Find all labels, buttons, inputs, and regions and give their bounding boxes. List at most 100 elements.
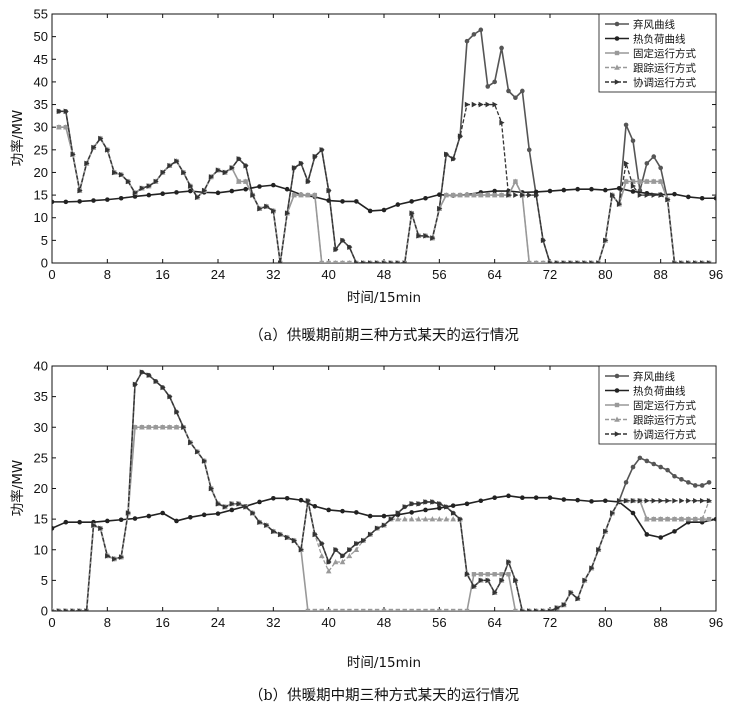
data-point-a-2 bbox=[257, 184, 262, 189]
legend-marker-a-3 bbox=[615, 51, 619, 55]
y-tick-label-b: 30 bbox=[34, 420, 48, 435]
data-point-b-2 bbox=[216, 511, 221, 516]
data-point-a-5 bbox=[513, 192, 518, 198]
x-tick-label-b: 88 bbox=[653, 615, 667, 630]
legend-label-b-4: 跟踪运行方式 bbox=[633, 414, 696, 427]
data-point-a-2 bbox=[700, 196, 705, 201]
data-point-b-1 bbox=[624, 480, 629, 485]
x-tick-label-a: 24 bbox=[211, 267, 225, 282]
data-point-b-2 bbox=[382, 514, 387, 519]
data-point-b-3 bbox=[492, 572, 496, 576]
y-tick-label-a: 50 bbox=[34, 29, 48, 44]
data-point-a-2 bbox=[423, 196, 428, 201]
data-point-b-2 bbox=[202, 513, 207, 518]
data-point-b-3 bbox=[340, 609, 344, 613]
data-point-b-2 bbox=[589, 499, 594, 504]
data-point-a-1 bbox=[485, 84, 490, 89]
x-tick-label-a: 8 bbox=[104, 267, 111, 282]
x-tick-label-b: 32 bbox=[266, 615, 280, 630]
data-point-b-3 bbox=[306, 609, 310, 613]
data-point-a-2 bbox=[271, 183, 276, 188]
data-point-b-2 bbox=[534, 495, 539, 500]
data-point-a-2 bbox=[368, 209, 373, 214]
y-tick-label-a: 25 bbox=[34, 142, 48, 157]
data-point-a-2 bbox=[119, 196, 124, 201]
data-point-b-5 bbox=[700, 498, 705, 504]
data-point-b-2 bbox=[451, 503, 456, 508]
data-point-b-3 bbox=[389, 609, 393, 613]
data-point-a-2 bbox=[396, 202, 401, 207]
data-point-a-1 bbox=[472, 32, 477, 37]
data-point-b-2 bbox=[492, 495, 497, 500]
data-point-b-2 bbox=[77, 520, 82, 525]
data-point-b-3 bbox=[479, 572, 483, 576]
data-point-a-1 bbox=[499, 46, 504, 51]
x-axis-label-b: 时间/15min bbox=[347, 655, 421, 671]
data-point-b-3 bbox=[333, 609, 337, 613]
data-point-b-3 bbox=[472, 572, 476, 576]
data-point-b-2 bbox=[50, 526, 55, 531]
x-tick-label-a: 64 bbox=[487, 267, 501, 282]
legend-label-a-2: 热负荷曲线 bbox=[633, 33, 686, 46]
caption-b: （b）供暖期中期三种方式某天的运行情况 bbox=[249, 687, 520, 704]
legend-marker-b-2 bbox=[615, 388, 620, 393]
chart-panel-b: 0510152025303540 08162432404856647280889… bbox=[9, 359, 723, 705]
data-point-b-2 bbox=[147, 514, 152, 519]
legend-label-a-1: 弃风曲线 bbox=[633, 18, 675, 31]
data-point-b-1 bbox=[658, 465, 663, 470]
data-point-b-1 bbox=[700, 483, 705, 488]
data-point-b-2 bbox=[119, 517, 124, 522]
data-point-b-3 bbox=[513, 609, 517, 613]
data-point-b-2 bbox=[658, 535, 663, 540]
legend-marker-b-1 bbox=[615, 374, 620, 379]
data-point-b-2 bbox=[575, 498, 580, 503]
data-point-a-1 bbox=[645, 161, 650, 166]
data-point-b-3 bbox=[444, 609, 448, 613]
data-point-a-1 bbox=[651, 154, 656, 159]
legend-label-a-3: 固定运行方式 bbox=[633, 47, 696, 60]
data-point-b-2 bbox=[340, 509, 345, 514]
x-tick-label-a: 72 bbox=[543, 267, 557, 282]
data-point-b-3 bbox=[437, 609, 441, 613]
data-point-b-2 bbox=[174, 519, 179, 524]
x-tick-label-b: 8 bbox=[104, 615, 111, 630]
data-point-a-5 bbox=[479, 102, 484, 108]
data-point-a-2 bbox=[147, 193, 152, 198]
data-point-b-2 bbox=[631, 511, 636, 516]
data-point-a-1 bbox=[624, 123, 629, 128]
data-point-b-2 bbox=[313, 504, 318, 509]
y-tick-label-a: 55 bbox=[34, 7, 48, 22]
data-point-b-2 bbox=[299, 498, 304, 503]
data-point-b-2 bbox=[603, 498, 608, 503]
y-tick-label-a: 30 bbox=[34, 120, 48, 135]
data-point-b-2 bbox=[548, 495, 553, 500]
x-tick-label-a: 48 bbox=[377, 267, 391, 282]
legend-label-b-3: 固定运行方式 bbox=[633, 399, 696, 412]
data-point-b-5 bbox=[693, 498, 698, 504]
series-line-a-5 bbox=[59, 105, 709, 263]
y-tick-label-b: 10 bbox=[34, 542, 48, 557]
legend-label-a-5: 协调运行方式 bbox=[633, 76, 696, 89]
legend-label-a-4: 跟踪运行方式 bbox=[633, 62, 696, 75]
legend-label-b-5: 协调运行方式 bbox=[633, 428, 696, 441]
data-point-b-2 bbox=[479, 498, 484, 503]
data-point-b-5 bbox=[645, 498, 650, 504]
data-point-a-1 bbox=[465, 39, 470, 44]
data-point-b-2 bbox=[437, 506, 442, 511]
data-point-b-3 bbox=[382, 609, 386, 613]
data-point-b-2 bbox=[423, 508, 428, 513]
data-point-b-2 bbox=[285, 496, 290, 501]
data-point-b-2 bbox=[714, 517, 719, 522]
data-point-b-2 bbox=[465, 502, 470, 507]
data-point-b-2 bbox=[230, 508, 235, 513]
data-point-b-3 bbox=[423, 609, 427, 613]
data-point-a-2 bbox=[409, 199, 414, 204]
x-tick-label-b: 16 bbox=[155, 615, 169, 630]
data-point-b-1 bbox=[686, 480, 691, 485]
data-point-a-5 bbox=[472, 102, 477, 108]
data-point-b-5 bbox=[679, 498, 684, 504]
data-point-a-2 bbox=[575, 187, 580, 192]
data-point-b-3 bbox=[416, 609, 420, 613]
chart-panel-a: 0510152025303540455055 08162432404856647… bbox=[9, 7, 723, 345]
data-point-b-3 bbox=[326, 609, 330, 613]
